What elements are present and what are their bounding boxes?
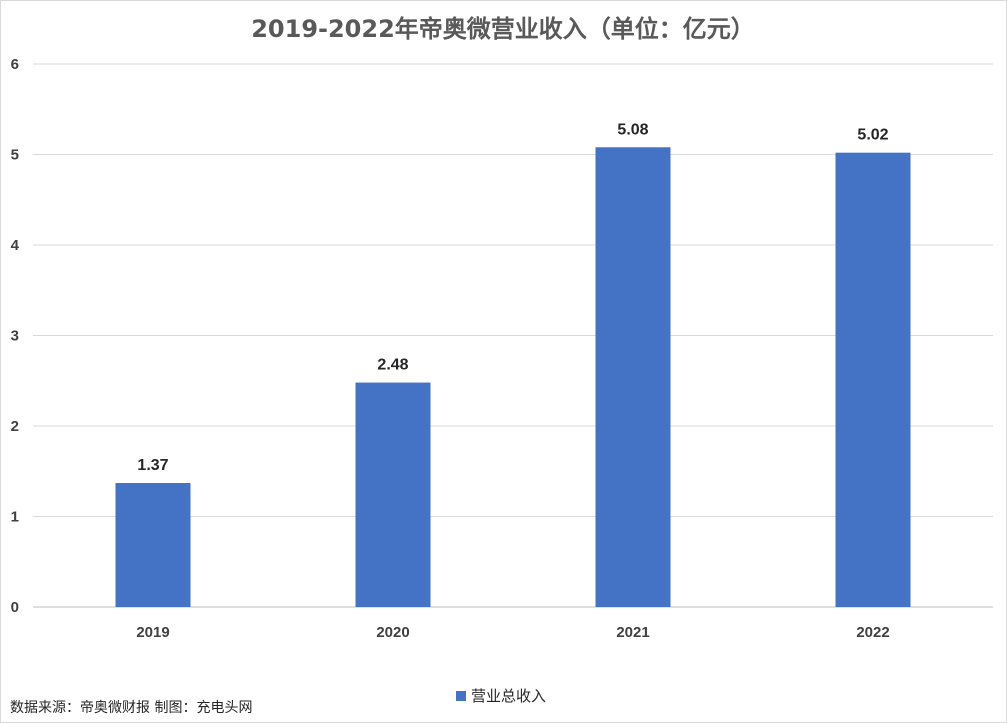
x-axis-ticks: 2019 2020 2021 2022 <box>136 624 889 641</box>
y-tick-label: 5 <box>11 147 19 164</box>
gridlines <box>33 63 993 608</box>
legend: 营业总收入 <box>456 687 546 705</box>
data-label: 1.37 <box>137 457 168 474</box>
chart-title: 2019-2022年帝奥微营业收入（单位：亿元） <box>251 15 755 43</box>
x-tick-label: 2021 <box>616 624 649 641</box>
bar <box>595 147 671 607</box>
y-tick-label: 6 <box>11 56 19 73</box>
bar <box>115 483 191 607</box>
source-note: 数据来源：帝奥微财报 制图：充电头网 <box>10 699 252 716</box>
x-tick-label: 2022 <box>856 624 889 641</box>
x-tick-label: 2020 <box>376 624 409 641</box>
y-tick-label: 4 <box>11 237 20 254</box>
legend-swatch <box>456 691 466 701</box>
data-label: 5.02 <box>857 127 888 144</box>
y-tick-label: 1 <box>11 509 19 526</box>
data-label: 5.08 <box>617 121 648 138</box>
bar <box>355 382 431 607</box>
bar <box>835 152 911 607</box>
data-label: 2.48 <box>377 357 408 374</box>
x-tick-label: 2019 <box>136 624 169 641</box>
y-tick-label: 2 <box>11 418 19 435</box>
y-tick-label: 0 <box>11 599 19 616</box>
bars: 1.37 2.48 5.08 5.02 <box>115 121 911 607</box>
y-axis-ticks: 0 1 2 3 4 5 6 <box>11 56 20 616</box>
legend-label: 营业总收入 <box>471 687 546 705</box>
y-tick-label: 3 <box>11 328 19 345</box>
